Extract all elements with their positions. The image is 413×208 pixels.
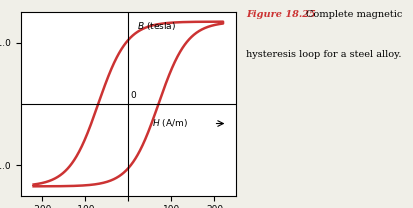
Text: 0: 0 [130,91,136,100]
Text: hysteresis loop for a steel alloy.: hysteresis loop for a steel alloy. [246,50,401,59]
Text: $B$ (tesla): $B$ (tesla) [137,20,176,32]
Text: Figure 18.25: Figure 18.25 [246,10,315,19]
Text: Complete magnetic: Complete magnetic [306,10,402,19]
Text: $H$ (A/m): $H$ (A/m) [152,118,188,129]
